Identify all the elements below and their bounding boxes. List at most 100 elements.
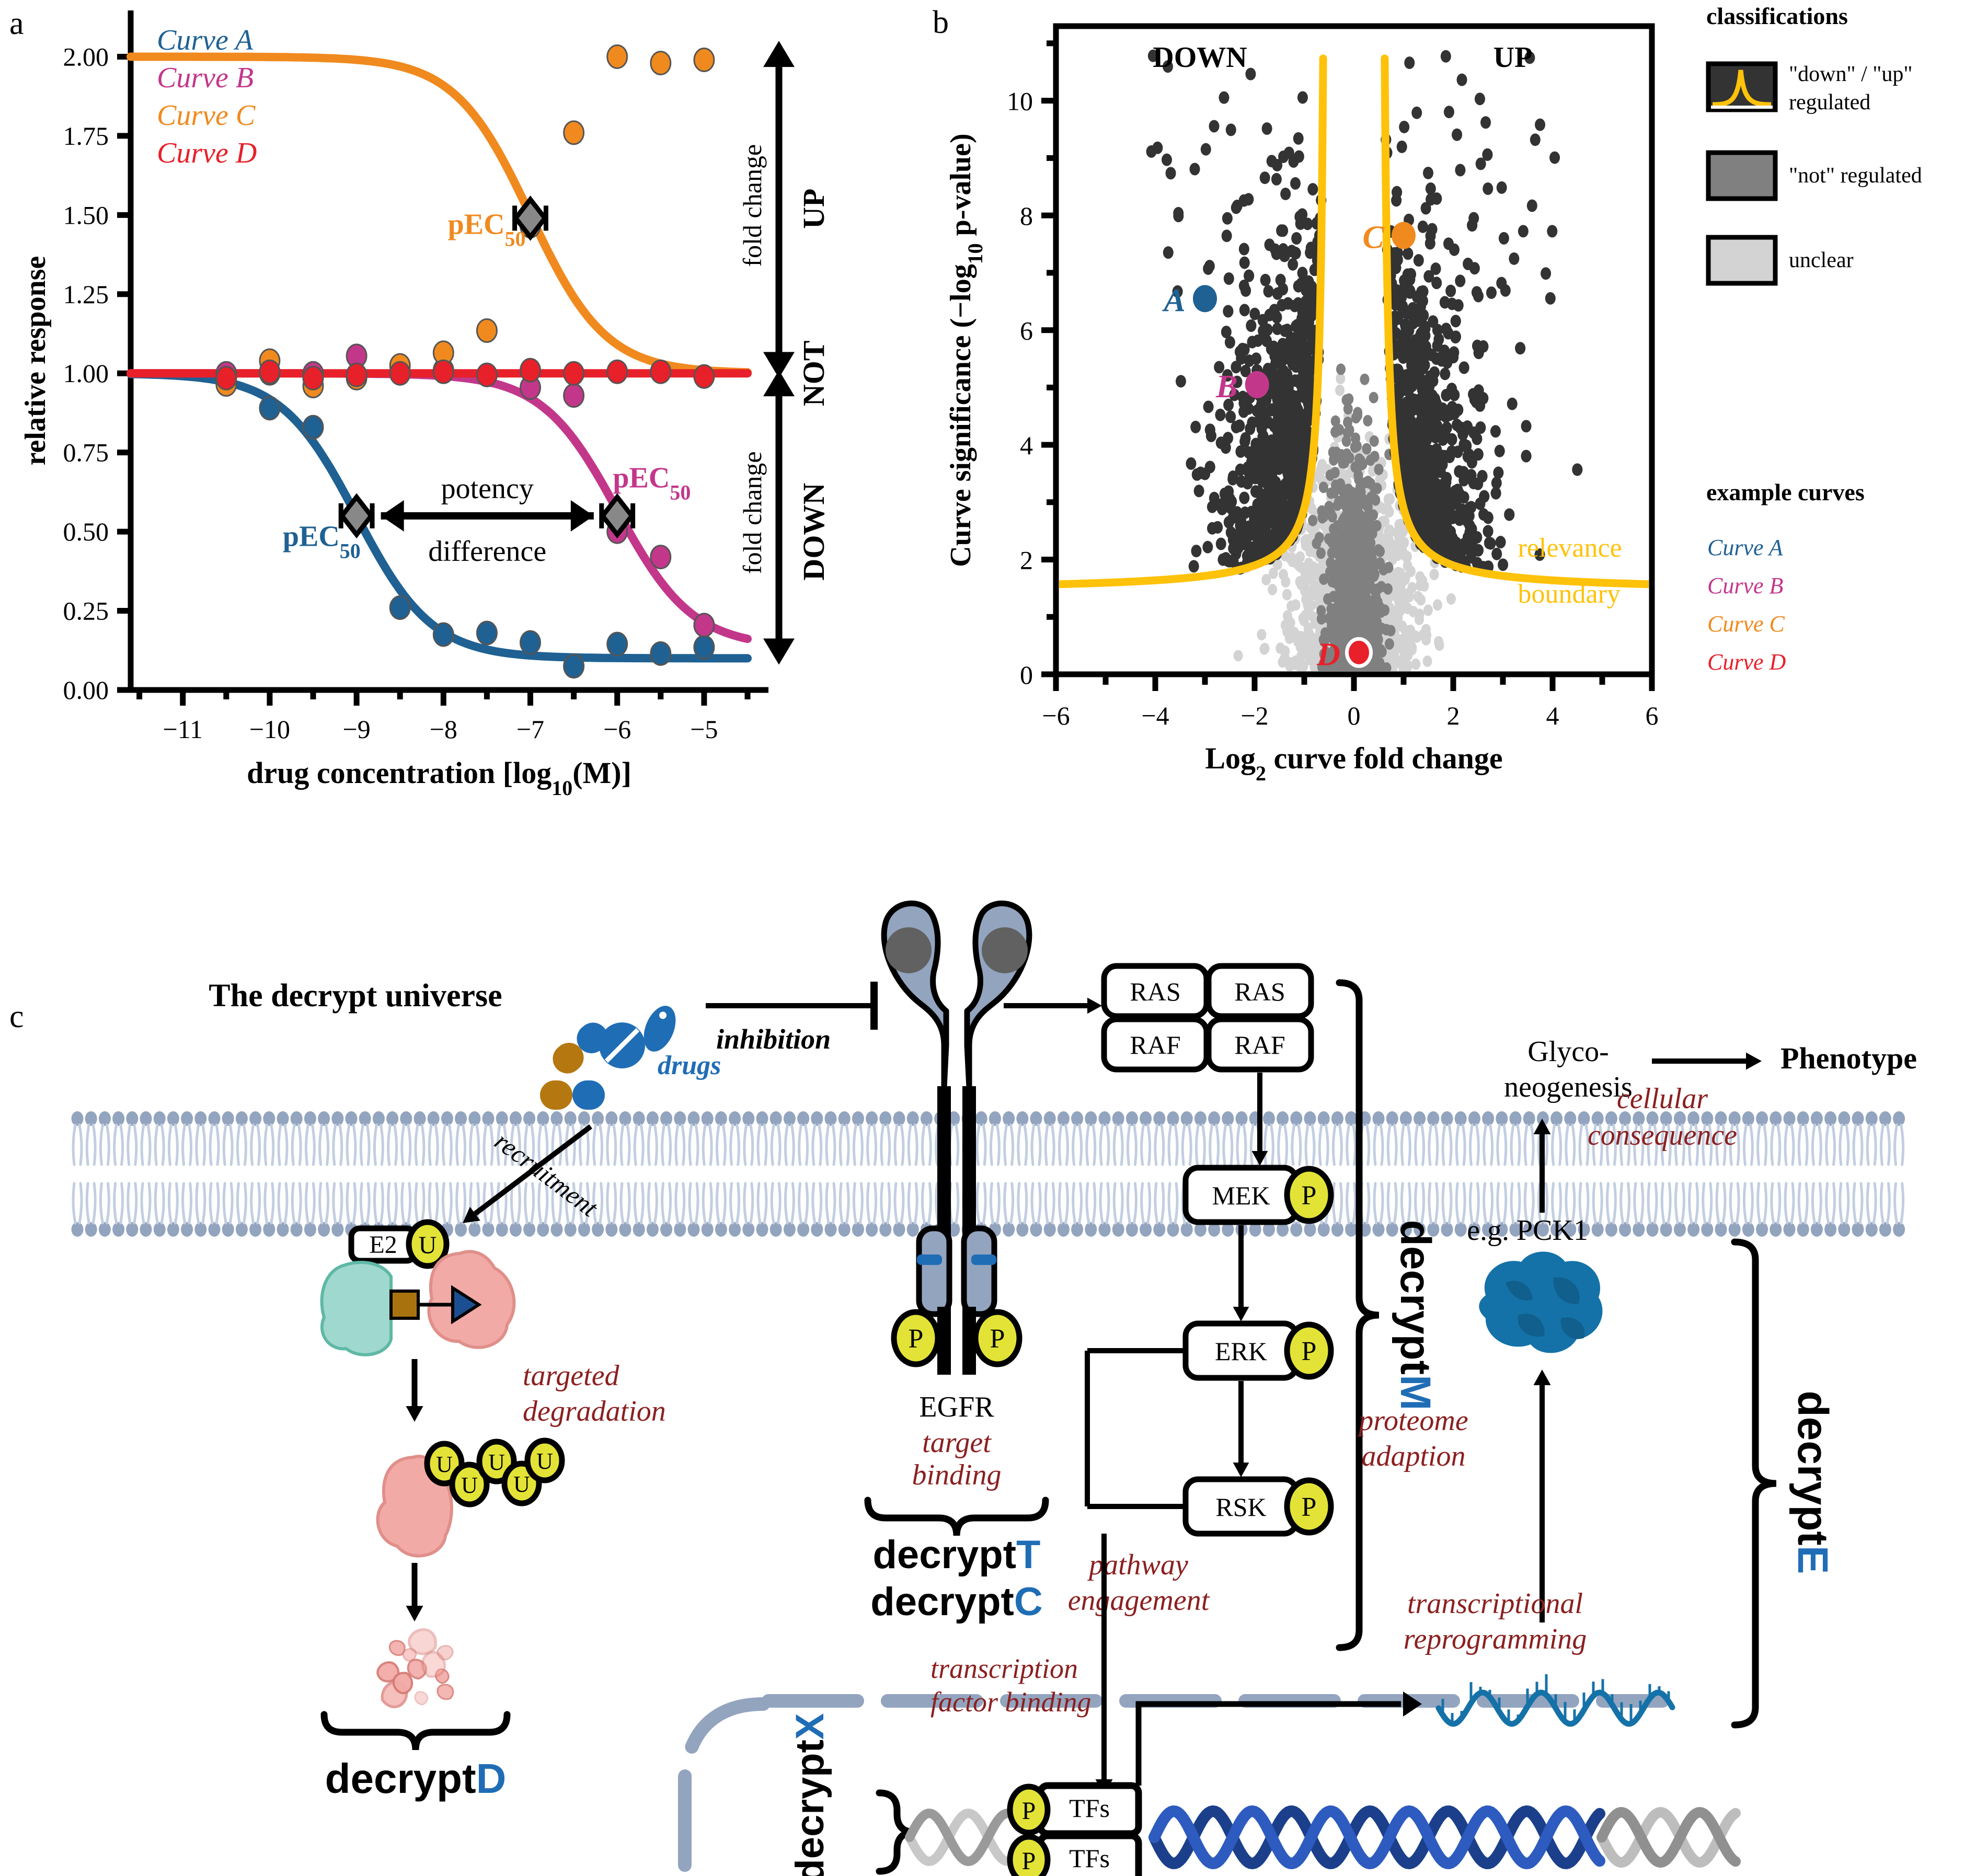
svg-text:proteome: proteome	[1357, 1405, 1468, 1437]
svg-text:RSK: RSK	[1215, 1492, 1266, 1522]
svg-text:8: 8	[1020, 201, 1033, 231]
svg-text:UP: UP	[1494, 41, 1533, 74]
svg-text:−9: −9	[343, 715, 371, 744]
svg-text:0.75: 0.75	[63, 438, 109, 467]
svg-text:0: 0	[1348, 701, 1361, 730]
svg-text:4: 4	[1020, 431, 1033, 460]
svg-text:EGFR: EGFR	[919, 1391, 994, 1423]
svg-text:2: 2	[1447, 701, 1460, 730]
classifications-title: classifications	[1706, 3, 1848, 29]
svg-text:decryptT: decryptT	[873, 1533, 1041, 1577]
svg-text:U: U	[436, 1452, 453, 1477]
svg-text:−8: −8	[430, 715, 457, 744]
svg-text:4: 4	[1546, 701, 1559, 730]
svg-text:P: P	[1302, 1492, 1317, 1522]
svg-text:P: P	[1302, 1181, 1317, 1211]
svg-text:0.50: 0.50	[63, 517, 109, 546]
svg-text:decryptE: decryptE	[1789, 1391, 1836, 1574]
svg-text:TFs: TFs	[1069, 1844, 1110, 1873]
svg-text:−11: −11	[163, 715, 203, 744]
legend-item-unclear	[1706, 235, 1779, 287]
svg-text:D: D	[1316, 637, 1340, 672]
example-curve-a: Curve A	[1707, 535, 1783, 560]
svg-text:−2: −2	[1240, 701, 1268, 730]
legend-item-not	[1706, 150, 1779, 203]
panel-c-letter: c	[9, 999, 24, 1034]
svg-text:Log2 curve fold change: Log2 curve fold change	[1205, 741, 1502, 785]
svg-text:P: P	[909, 1324, 924, 1354]
svg-text:transcription: transcription	[930, 1653, 1078, 1684]
svg-text:degradation: degradation	[523, 1395, 666, 1428]
svg-text:transcriptional: transcriptional	[1407, 1587, 1583, 1620]
svg-text:RAF: RAF	[1130, 1030, 1180, 1060]
svg-text:U: U	[488, 1449, 505, 1475]
svg-text:Phenotype: Phenotype	[1780, 1041, 1917, 1075]
svg-text:E2: E2	[369, 1231, 397, 1259]
svg-text:1.75: 1.75	[63, 121, 109, 151]
svg-text:drug concentration [log10(M)]: drug concentration [log10(M)]	[247, 756, 631, 800]
svg-text:fold change: fold change	[738, 451, 767, 574]
svg-text:6: 6	[1646, 701, 1659, 730]
example-curve-b: Curve B	[1707, 573, 1784, 599]
svg-text:U: U	[461, 1472, 478, 1498]
panel-a-letter: a	[9, 6, 24, 41]
svg-text:−6: −6	[603, 715, 631, 744]
svg-text:inhibition: inhibition	[716, 1023, 831, 1055]
svg-text:decryptM: decryptM	[1392, 1220, 1439, 1411]
svg-text:adaption: adaption	[1361, 1440, 1465, 1472]
svg-text:relevance: relevance	[1518, 533, 1622, 563]
svg-text:DOWN: DOWN	[797, 483, 831, 581]
svg-text:relative response: relative response	[19, 256, 52, 466]
svg-text:−7: −7	[516, 715, 544, 744]
down-up-swatch	[1706, 61, 1778, 112]
svg-text:10: 10	[1007, 87, 1033, 116]
svg-text:potency: potency	[441, 473, 534, 505]
legend-label-not: "not" regulated	[1789, 164, 1922, 188]
svg-text:P: P	[1022, 1847, 1036, 1875]
unclear-swatch	[1706, 235, 1778, 286]
svg-text:Glyco-: Glyco-	[1527, 1035, 1609, 1068]
panel-b: b A B C D DOWN UP relevance boundary 0 2 4 6 8 10 −6 −4…	[930, 0, 1699, 889]
svg-text:DOWN: DOWN	[1153, 41, 1247, 74]
svg-text:P: P	[990, 1324, 1005, 1354]
panel-c-diagram: P PEGFRtargetbindingdecryptTdecryptCdrugs…	[71, 901, 1917, 1876]
svg-text:Curve significance (−log10 p-v: Curve significance (−log10 p-value)	[945, 133, 987, 567]
svg-text:−10: −10	[249, 715, 290, 744]
svg-text:fold change: fold change	[738, 144, 767, 267]
svg-text:B: B	[1215, 369, 1237, 405]
svg-text:U: U	[513, 1471, 530, 1497]
svg-text:neogenesis: neogenesis	[1504, 1071, 1633, 1103]
svg-text:2.00: 2.00	[63, 42, 109, 71]
svg-text:−6: −6	[1042, 701, 1070, 730]
svg-text:0: 0	[1020, 660, 1033, 689]
svg-text:drugs: drugs	[658, 1051, 721, 1080]
svg-text:reprogramming: reprogramming	[1404, 1623, 1587, 1655]
svg-text:2: 2	[1020, 546, 1033, 575]
legend-item-down-up	[1706, 61, 1779, 114]
svg-text:MEK: MEK	[1212, 1181, 1270, 1210]
legend-label-down-up-1: "down" / "up"	[1789, 62, 1913, 86]
panel-b-letter: b	[933, 5, 949, 40]
panel-b-plot: A B C D DOWN UP relevance boundary 0 2 4 6 8 10 −6 −4 −2…	[945, 23, 1659, 785]
svg-text:decryptC: decryptC	[870, 1580, 1042, 1624]
svg-text:Curve A: Curve A	[157, 24, 254, 56]
svg-text:difference: difference	[428, 535, 546, 568]
svg-text:boundary: boundary	[1518, 579, 1621, 609]
svg-text:0.25: 0.25	[63, 596, 109, 626]
svg-text:engagement: engagement	[1068, 1584, 1210, 1617]
svg-text:P: P	[1022, 1797, 1036, 1825]
svg-text:cellular: cellular	[1617, 1083, 1708, 1115]
svg-text:decryptX: decryptX	[788, 1713, 832, 1876]
svg-text:6: 6	[1020, 316, 1033, 346]
svg-text:RAS: RAS	[1234, 977, 1285, 1006]
svg-text:U: U	[536, 1448, 553, 1474]
svg-text:C: C	[1362, 220, 1384, 256]
svg-text:decryptD: decryptD	[325, 1755, 507, 1802]
svg-text:U: U	[419, 1232, 437, 1259]
svg-text:Curve C: Curve C	[157, 99, 256, 132]
svg-text:RAS: RAS	[1130, 977, 1180, 1006]
svg-text:1.00: 1.00	[63, 359, 109, 388]
svg-text:ERK: ERK	[1215, 1337, 1267, 1366]
panel-c-title: The decrypt universe	[209, 978, 502, 1014]
svg-text:binding: binding	[912, 1459, 1001, 1491]
